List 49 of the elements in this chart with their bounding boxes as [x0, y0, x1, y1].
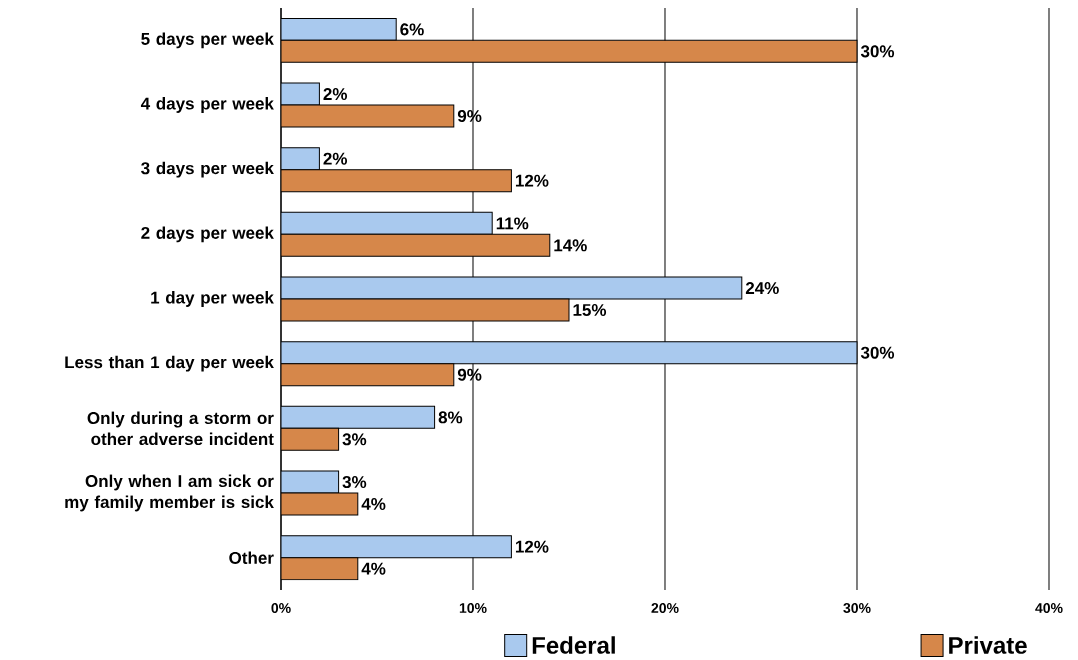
x-tick-label: 10% [459, 603, 487, 613]
bar [281, 39, 858, 63]
data-label: 30% [860, 45, 895, 58]
data-label: 30% [860, 346, 895, 359]
data-label: 8% [438, 411, 463, 424]
y-tick-label: Other [229, 551, 274, 564]
bar [281, 557, 359, 581]
x-tick-label: 30% [843, 603, 871, 614]
data-label: 24% [745, 282, 779, 295]
bar [281, 233, 551, 257]
y-tick-label: Less than 1 day per week [65, 355, 274, 372]
bar [281, 535, 512, 559]
y-tick-label: 2 days per week [141, 226, 274, 243]
data-label: 15% [573, 304, 607, 316]
bar [281, 298, 570, 322]
data-label: 12% [515, 174, 549, 187]
data-label: 4% [361, 562, 386, 575]
y-tick-label: 5 days per week [141, 32, 274, 49]
data-label: 14% [554, 239, 587, 252]
data-label: 2% [323, 152, 348, 165]
y-tick-label: 3 days per week [141, 161, 274, 178]
data-label: 3% [342, 476, 367, 489]
y-tick-label: 1 day per week [151, 291, 274, 307]
data-label: 3% [342, 433, 367, 446]
bar [281, 147, 320, 171]
x-tick-label: 20% [651, 603, 679, 613]
bar [281, 169, 512, 193]
y-tick-label: 4 days per week [140, 97, 274, 113]
bar [281, 341, 858, 365]
bar [281, 405, 436, 429]
legend-label: Private [949, 636, 1027, 654]
bar [281, 17, 397, 41]
x-tick-label: 0% [271, 603, 291, 613]
y-tick-label: Only when I am sick or my family member is sick [65, 474, 274, 512]
data-label: 11% [496, 217, 529, 230]
bar [281, 211, 493, 235]
data-label: 9% [457, 368, 482, 381]
data-label: 6% [400, 23, 424, 36]
bar [281, 427, 340, 451]
x-tick-label: 40% [1035, 603, 1063, 613]
legend-label: Federal [532, 636, 615, 654]
bar [281, 104, 455, 128]
bar [281, 276, 743, 300]
data-label: 12% [515, 540, 549, 553]
data-label: 9% [457, 110, 482, 123]
data-label: 2% [323, 88, 348, 101]
y-tick-label: Only during a storm or other adverse incident [87, 411, 274, 446]
data-label: 4% [361, 498, 386, 510]
bar [281, 363, 455, 387]
